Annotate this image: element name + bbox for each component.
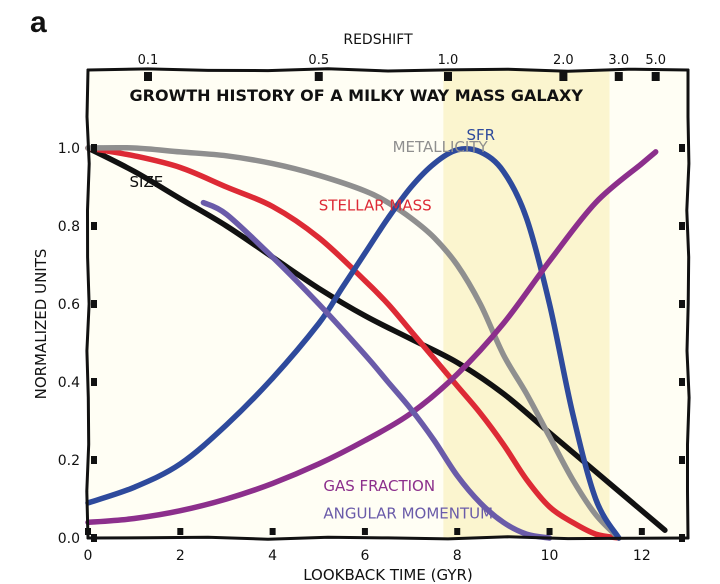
right-axis-line [685,68,691,540]
x-tick-label: 8 [453,548,462,564]
y-tick-right [679,144,685,152]
y-tick [91,378,97,386]
panel-letter: a [30,6,47,39]
y-tick-label: 0.4 [58,375,80,391]
x-tick-label: 6 [360,548,369,564]
top-tick-label: 0.5 [308,53,329,68]
y-tick-right [679,222,685,230]
series-line-metallicity [85,144,622,541]
x-tick-label: 2 [176,548,185,564]
y-tick-label: 0.8 [58,219,80,235]
series-line-stellar-mass [85,145,622,541]
x-tick-label: 12 [633,548,651,564]
y-axis-line [85,68,91,540]
y-tick-label: 0.0 [58,531,80,547]
series-label-stellar-mass: STELLAR MASS [319,196,432,214]
x-tick-label: 0 [84,548,93,564]
top-tick [559,72,568,81]
top-tick-label: 5.0 [645,53,666,68]
top-tick [651,72,660,81]
top-tick [614,72,623,81]
y-tick [91,300,97,308]
y-tick-label: 0.2 [58,453,80,469]
top-tick [144,72,152,81]
series-line-sfr [85,145,622,541]
x-tick [638,528,645,535]
top-tick-label: 3.0 [608,53,629,68]
x-tick [85,528,91,535]
top-tick [314,72,323,81]
top-axis-label: REDSHIFT [343,32,413,48]
x-tick [361,528,368,535]
x-tick-label: 4 [268,548,277,564]
top-tick-label: 0.1 [138,53,159,68]
y-tick-label: 1.0 [58,141,80,157]
x-tick [546,528,553,535]
y-tick-right [679,378,685,386]
y-tick [91,456,97,464]
series-line-angular-momentum [200,199,553,541]
series-line-size [85,145,668,533]
series-label-size: SIZE [130,173,164,191]
top-tick-label: 2.0 [553,53,574,68]
x-axis-label: LOOKBACK TIME (GYR) [303,566,473,584]
x-tick-label: 10 [541,548,559,564]
y-tick-right [679,456,685,464]
top-tick-label: 1.0 [438,53,459,68]
y-tick [91,222,97,230]
x-axis-line [86,535,690,541]
series-label-metallicity: METALLICITY [393,138,489,156]
x-tick [177,528,184,535]
series-label-angular-momentum: ANGULAR MOMENTUM [323,505,493,523]
x-tick [454,528,461,535]
y-tick-right [679,534,685,542]
y-tick-label: 0.6 [58,297,80,313]
x-tick [269,528,276,535]
y-axis-label: NORMALIZED UNITS [32,249,50,400]
series-line-gas-fraction [85,149,659,526]
y-tick [91,144,97,152]
top-axis-line [86,67,690,73]
series-label-gas-fraction: GAS FRACTION [323,477,435,495]
series-label-sfr: SFR [466,126,495,144]
y-tick [91,534,97,542]
top-tick [444,72,452,81]
chart-title: GROWTH HISTORY OF A MILKY WAY MASS GALAX… [130,86,584,105]
y-tick-right [679,300,685,308]
